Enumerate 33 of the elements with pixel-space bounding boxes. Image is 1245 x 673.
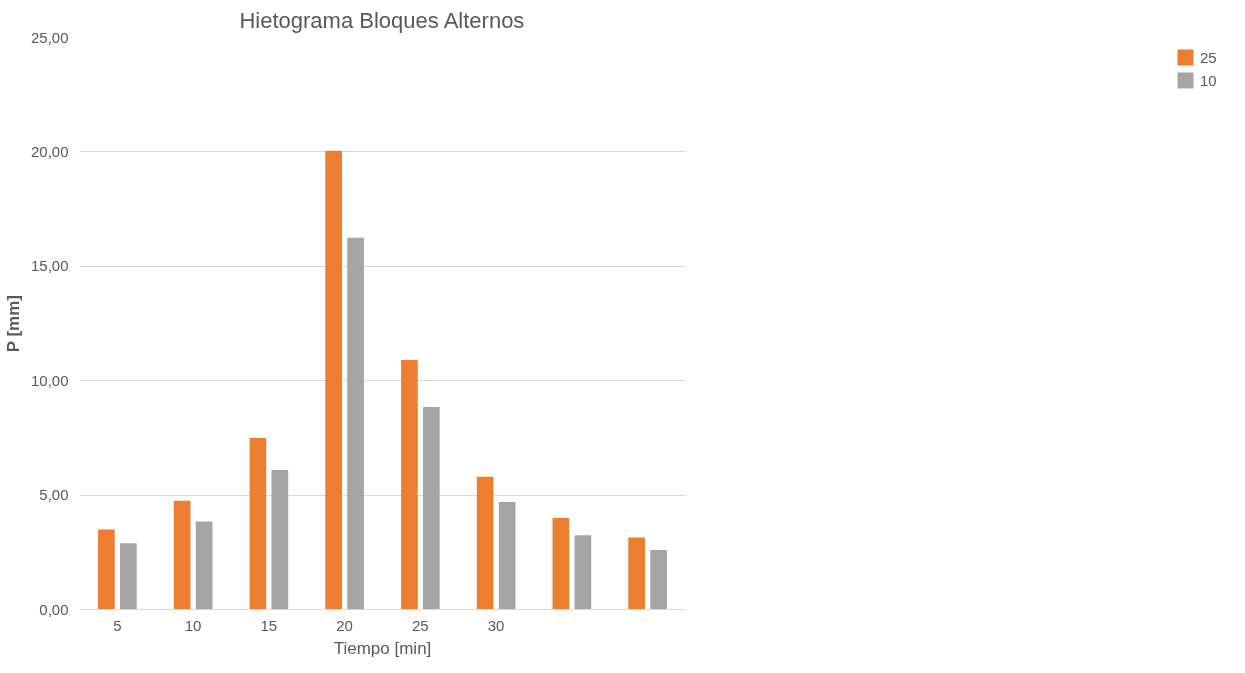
y-tick-label: 5,00	[39, 486, 69, 504]
y-tick-label: 15,00	[30, 257, 69, 275]
y-tick-label: 10,00	[30, 371, 69, 389]
x-tick-label: 20	[336, 616, 353, 634]
x-tick-label: 30	[487, 616, 505, 634]
bar	[98, 529, 115, 610]
bar	[401, 360, 418, 610]
bar	[249, 437, 267, 610]
x-axis-title: Tiempo [min]	[333, 638, 432, 658]
bar	[552, 517, 570, 610]
x-tick-label: 25	[412, 616, 429, 634]
x-tick-label: 10	[184, 616, 202, 634]
legend-label: 10	[1200, 71, 1218, 89]
bar	[650, 550, 667, 610]
y-tick-label: 0,00	[39, 600, 69, 618]
bar	[195, 521, 213, 610]
legend-label: 25	[1200, 48, 1218, 66]
bar	[347, 237, 364, 610]
bar	[476, 476, 494, 610]
x-tick-label: 5	[113, 616, 122, 634]
bar	[173, 500, 191, 610]
bar	[574, 535, 592, 610]
bar	[325, 150, 342, 610]
y-tick-label: 20,00	[30, 142, 69, 160]
bar	[498, 501, 516, 610]
x-tick-label: 15	[260, 616, 278, 634]
bar	[271, 469, 289, 610]
y-tick-label: 25,00	[30, 28, 69, 46]
bar	[423, 407, 440, 610]
y-axis-title: P [mm]	[3, 295, 23, 353]
bar	[628, 537, 645, 610]
chart-title: Hietograma Bloques Alternos	[239, 7, 525, 33]
bar	[120, 543, 137, 610]
